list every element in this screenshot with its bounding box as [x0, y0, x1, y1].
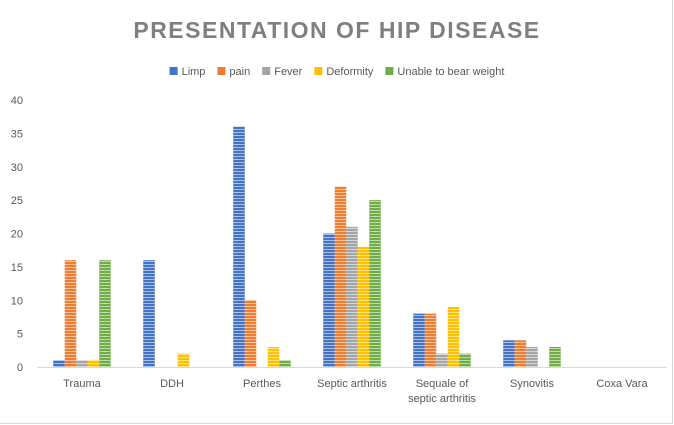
y-tick-label-35: 35 [11, 128, 23, 140]
bar-perthes-unable-to-bear-weight-texture [279, 360, 291, 367]
legend: Limp pain Fever Deformity Unable to bear wei… [169, 66, 504, 78]
y-tick-label-40: 40 [11, 95, 23, 107]
bar-trauma-unable-to-bear-weight-texture [99, 260, 111, 367]
legend-label-pain: pain [229, 66, 250, 78]
y-tick-label-10: 10 [11, 295, 23, 307]
bar-septic-arthritis-deformity-texture [357, 246, 370, 367]
bar-sequale-of-septic-arthritis-limp-texture [413, 313, 425, 367]
x-category-label-sequale-of-septic-arthritis: Sequale of septic arthritis [408, 378, 476, 405]
bar-septic-arthritis-limp-texture [323, 233, 335, 367]
x-axis: Trauma DDH Perthes Septic arthritis Sequale … [37, 367, 667, 405]
legend-swatch-unable-to-bear-weight [385, 67, 394, 75]
bar-sequale-of-septic-arthritis-deformity-texture [447, 306, 460, 367]
bar-trauma-pain-texture [64, 260, 77, 367]
legend-swatch-fever [262, 67, 271, 75]
bar-ddh-limp-texture [143, 260, 155, 367]
y-tick-label-0: 0 [17, 362, 23, 374]
bar-trauma-deformity-texture [87, 360, 100, 367]
bar-synovitis-unable-to-bear-weight-texture [549, 346, 561, 367]
legend-label-fever: Fever [274, 66, 302, 78]
bar-septic-arthritis-unable-to-bear-weight-texture [369, 200, 381, 367]
x-category-label-trauma: Trauma [63, 378, 101, 390]
legend-swatch-pain [217, 67, 226, 75]
y-axis: 0 5 10 15 20 25 30 35 40 [11, 95, 23, 374]
legend-label-limp: Limp [182, 66, 206, 78]
bar-trauma-limp-texture [53, 360, 65, 367]
x-category-label-coxa-vara: Coxa Vara [596, 378, 648, 390]
bar-ddh-deformity-texture [177, 353, 190, 367]
bar-synovitis-pain-texture [514, 340, 527, 367]
legend-label-unable-to-bear-weight: Unable to bear weight [397, 66, 504, 78]
bar-perthes-pain-texture [244, 300, 257, 367]
bar-perthes-deformity-texture [267, 346, 280, 367]
bar-sequale-of-septic-arthritis-fever-texture [436, 353, 448, 367]
bar-sequale-of-septic-arthritis-unable-to-bear-weight-texture [459, 353, 471, 367]
bar-synovitis-limp-texture [503, 340, 515, 367]
chart-title: PRESENTATION OF HIP DISEASE [133, 17, 540, 43]
bars [53, 126, 561, 367]
bar-septic-arthritis-pain-texture [334, 186, 347, 367]
x-category-label-ddh: DDH [160, 378, 184, 390]
y-tick-label-20: 20 [11, 229, 23, 241]
bar-synovitis-fever-texture [526, 346, 538, 367]
bar-perthes-limp-texture [233, 126, 245, 367]
y-tick-label-5: 5 [17, 329, 23, 341]
bar-trauma-fever-texture [76, 360, 88, 367]
x-category-label-synovitis: Synovitis [510, 378, 555, 390]
legend-swatch-limp [169, 67, 178, 75]
y-tick-label-30: 30 [11, 162, 23, 174]
bar-septic-arthritis-fever-texture [346, 226, 358, 367]
x-category-label-septic-arthritis: Septic arthritis [317, 378, 387, 390]
x-category-label-perthes: Perthes [243, 378, 281, 390]
y-tick-label-25: 25 [11, 195, 23, 207]
legend-swatch-deformity [314, 67, 323, 75]
legend-label-deformity: Deformity [326, 66, 374, 78]
bar-sequale-of-septic-arthritis-pain-texture [424, 313, 437, 367]
y-tick-label-15: 15 [11, 262, 23, 274]
